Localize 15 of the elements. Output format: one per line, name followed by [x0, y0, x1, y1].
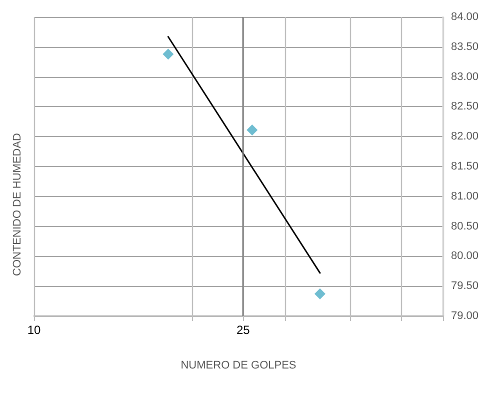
y-tick-label: 83.00: [451, 70, 479, 83]
y-tick-label: 79.00: [451, 310, 479, 322]
y-tick-label: 80.00: [451, 250, 479, 262]
y-tick-label: 83.50: [451, 40, 479, 53]
y-tick-label: 82.00: [451, 130, 479, 143]
y-tick-label: 84.00: [451, 11, 479, 23]
y-tick-label: 82.50: [451, 100, 479, 113]
y-tick-label: 81.50: [451, 160, 479, 172]
y-tick-label: 81.00: [451, 190, 479, 202]
x-tick-label: 25: [236, 323, 250, 337]
y-axis-title: CONTENIDO DE HUMEDAD: [12, 132, 24, 276]
x-tick-label: 10: [27, 323, 41, 337]
y-tick-label: 80.50: [451, 220, 479, 232]
x-axis-title: NUMERO DE GOLPES: [180, 360, 296, 372]
y-tick-label: 79.50: [451, 280, 479, 292]
